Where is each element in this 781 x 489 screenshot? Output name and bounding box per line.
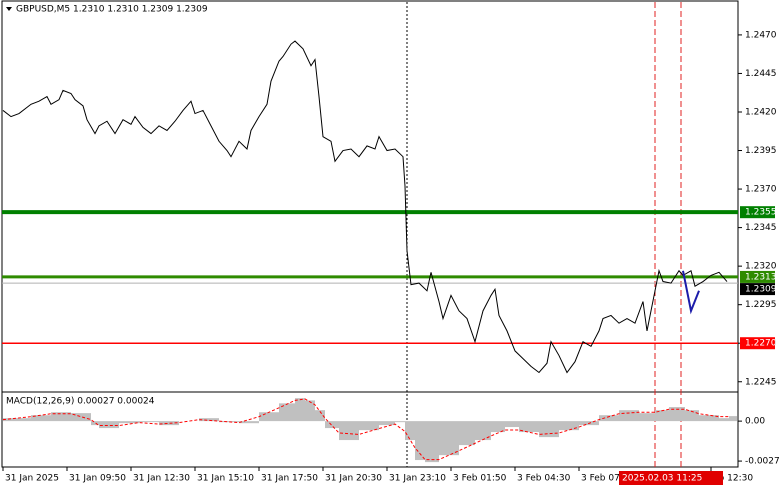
- macd-bar: [459, 421, 475, 446]
- x-tick-label: eb 12:30: [713, 474, 753, 484]
- macd-bar: [119, 421, 139, 424]
- macd-bar: [325, 421, 339, 429]
- macd-bar: [199, 418, 219, 422]
- macd-bar: [559, 421, 579, 431]
- macd-bar: [415, 421, 425, 461]
- macd-bar: [339, 421, 359, 441]
- macd-bar: [259, 412, 279, 422]
- price-tag: [740, 206, 775, 219]
- menu-triangle[interactable]: [6, 7, 12, 11]
- y-tick-label: 0.00: [745, 417, 765, 427]
- indicator-title: MACD(12,26,9) 0.00027 0.00024: [6, 397, 155, 407]
- macd-bar: [599, 415, 619, 422]
- cursor-label: 2025.02.03 11:25: [622, 474, 702, 484]
- x-tick-label: 31 Jan 15:10: [197, 474, 254, 484]
- macd-bar: [3, 418, 31, 422]
- macd-bar: [71, 413, 91, 422]
- macd-bar: [491, 421, 505, 433]
- y-tick-label: 1.2470: [745, 30, 777, 40]
- macd-bar: [395, 421, 405, 423]
- macd-bar: [699, 415, 719, 422]
- y-tick-label: 1.2295: [745, 300, 777, 310]
- price-tag-label: 1.2313: [745, 272, 777, 282]
- macd-bar: [669, 407, 685, 422]
- x-tick-label: 31 Jan 09:50: [69, 474, 126, 484]
- plot-frame: [1, 0, 739, 468]
- macd-bar: [51, 412, 71, 422]
- y-tick-label: 1.2370: [745, 185, 777, 195]
- macd-bar: [539, 421, 559, 438]
- macd-bar: [279, 403, 295, 422]
- macd-bar: [139, 421, 159, 423]
- y-tick-label: -0.0027: [745, 457, 780, 467]
- x-tick-label: 31 Jan 17:50: [261, 474, 318, 484]
- x-tick-label: 3 Feb 04:30: [517, 474, 571, 484]
- y-tick-label: 1.2420: [745, 107, 777, 117]
- macd-bar: [359, 421, 379, 431]
- macd-bar: [219, 421, 239, 423]
- macd-bar: [405, 421, 415, 441]
- macd-bar: [505, 421, 519, 428]
- macd-bar: [719, 418, 729, 422]
- x-tick-label: 3 Feb 01:50: [453, 474, 507, 484]
- x-tick-label: 31 Jan 20:30: [325, 474, 382, 484]
- price-tag: [740, 337, 775, 350]
- y-tick-label: 1.2395: [745, 146, 777, 156]
- macd-bar: [99, 421, 119, 429]
- highlight-line: [682, 270, 700, 315]
- x-tick-label: 31 Jan 2025: [5, 474, 59, 484]
- y-tick-label: 1.2320: [745, 262, 777, 272]
- x-tick-label: 3 Feb 07: [581, 474, 620, 484]
- macd-bar: [475, 421, 491, 441]
- macd-bar: [91, 421, 99, 426]
- macd-bar: [425, 421, 439, 463]
- macd-bar: [619, 410, 639, 422]
- y-tick-label: 1.2445: [745, 69, 777, 79]
- x-tick-label: 31 Jan 23:10: [389, 474, 446, 484]
- macd-bar: [655, 410, 669, 422]
- signal-line: [2, 398, 729, 461]
- macd-bar: [379, 421, 395, 426]
- price-tag-label: 1.2355: [745, 208, 777, 218]
- macd-bar: [729, 416, 737, 422]
- y-tick-label: 1.2245: [745, 377, 777, 387]
- price-tag: [740, 283, 775, 296]
- macd-bar: [295, 398, 305, 422]
- chart-title: GBPUSD,M5 1.2310 1.2310 1.2309 1.2309: [16, 5, 208, 15]
- cursor-label-box: [619, 471, 723, 485]
- macd-bar: [239, 421, 259, 424]
- macd-bar: [439, 421, 459, 456]
- price-tag: [740, 270, 775, 283]
- price-tag-label: 1.2270: [745, 339, 777, 349]
- macd-bar: [685, 410, 699, 422]
- x-tick-label: 31 Jan 12:30: [133, 474, 190, 484]
- macd-bar: [159, 421, 179, 426]
- macd-bar: [31, 415, 51, 422]
- macd-bar: [305, 400, 315, 422]
- macd-bar: [639, 413, 655, 422]
- macd-bar: [519, 421, 539, 433]
- macd-bar: [315, 410, 325, 422]
- price-tag-label: 1.2309: [745, 285, 777, 295]
- y-tick-label: 1.2345: [745, 223, 777, 233]
- price-line: [2, 40, 728, 374]
